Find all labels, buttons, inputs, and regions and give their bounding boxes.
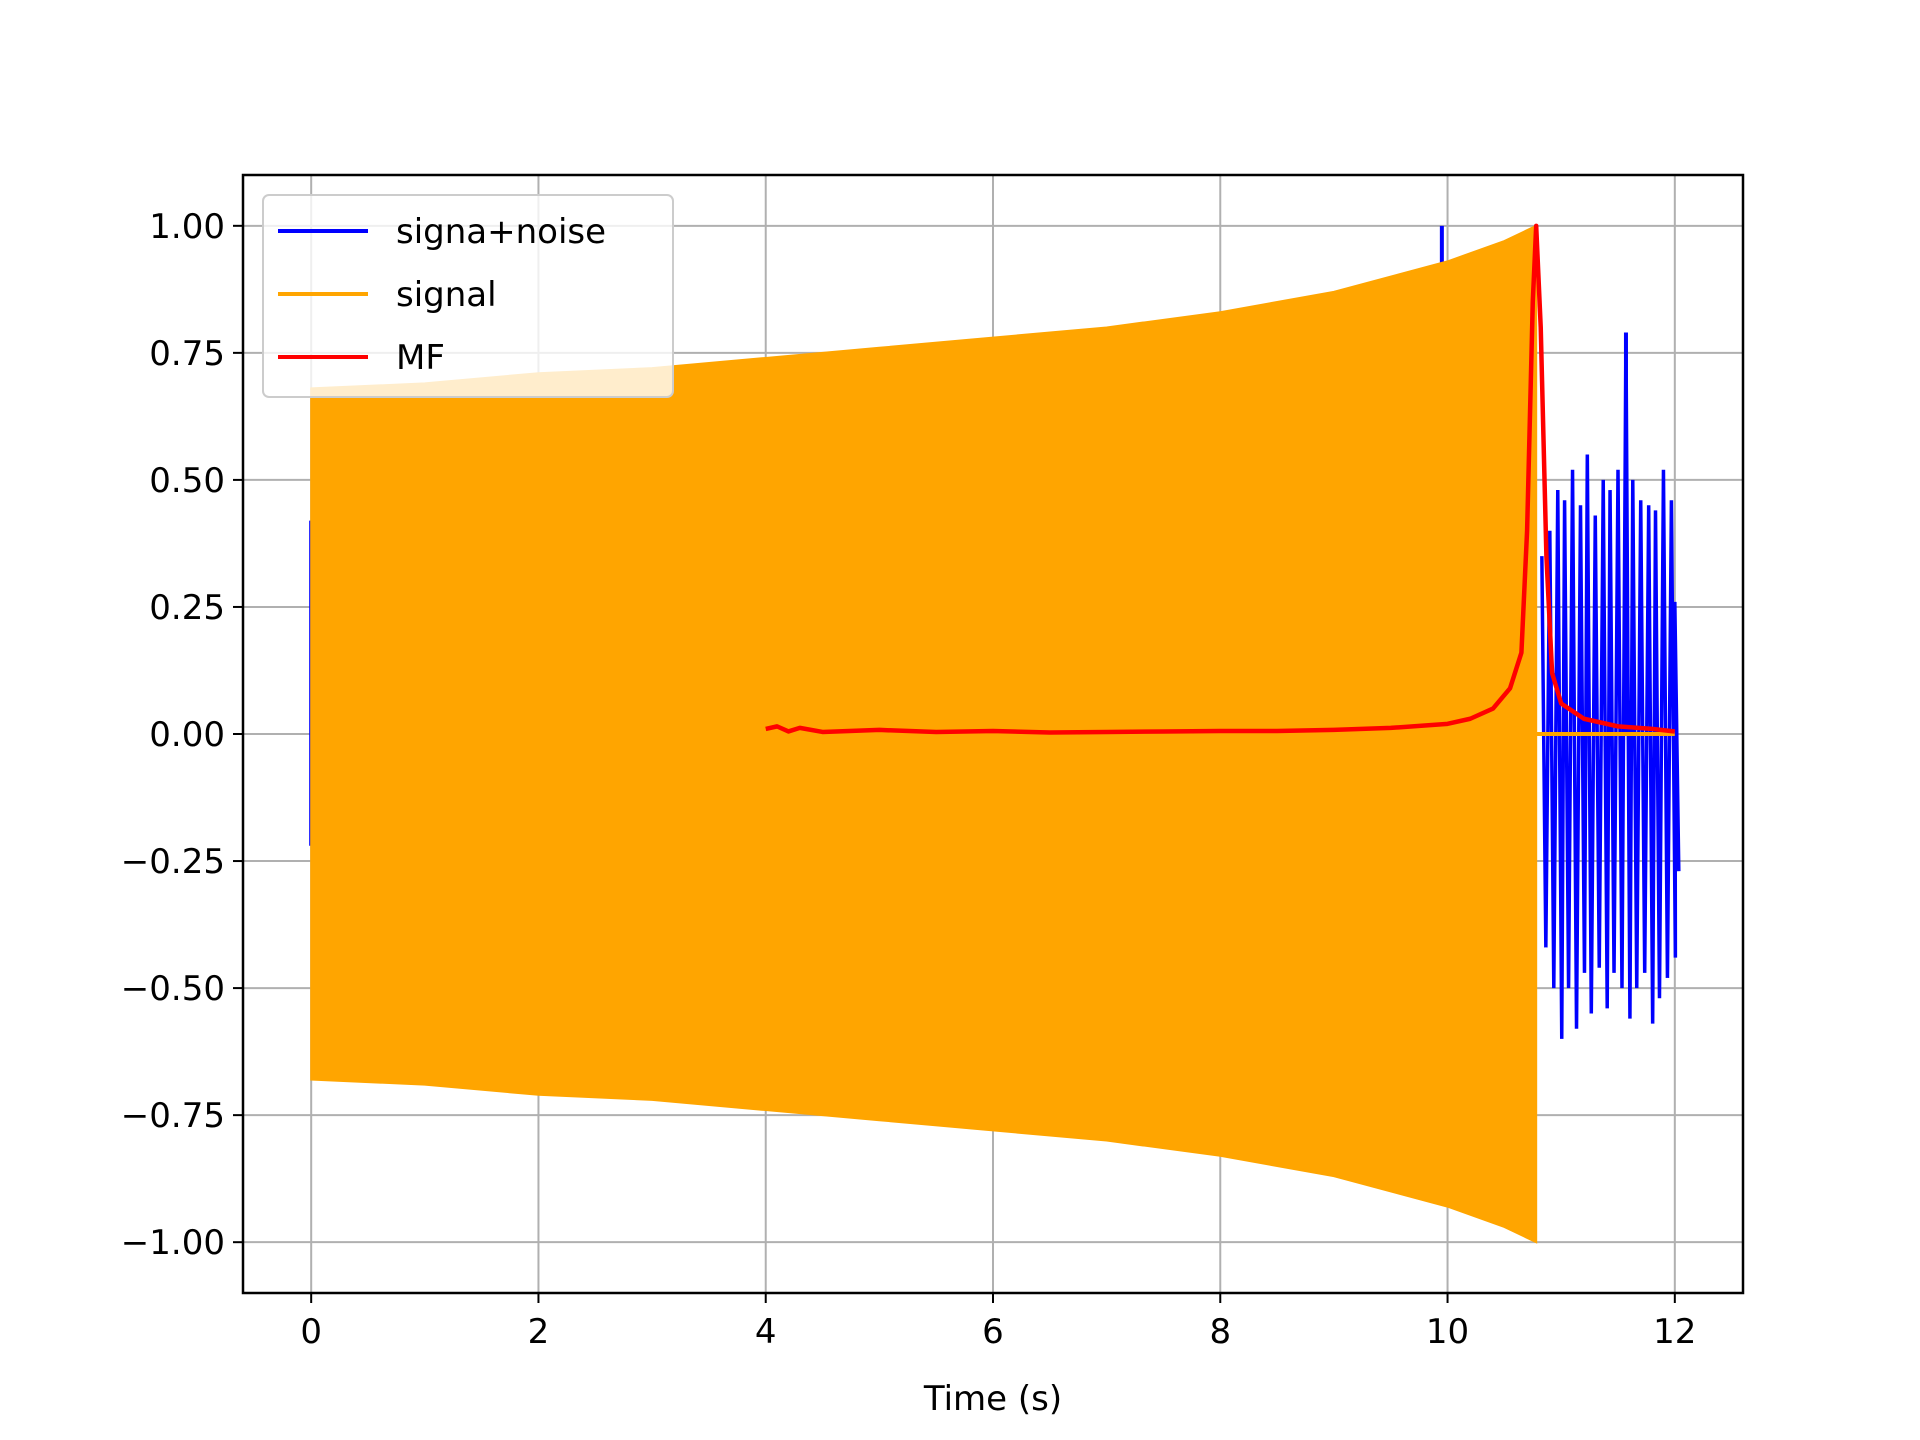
x-tick-label: 6 bbox=[982, 1312, 1004, 1352]
y-tick-label: 0.75 bbox=[149, 334, 225, 374]
y-tick-label: −0.50 bbox=[121, 969, 225, 1009]
axis-ticks: 0 2 4 6 8 10 12 1.00 0.75 0.50 0.25 0.00 −0.25 −0.50 −… bbox=[121, 207, 1697, 1352]
x-tick-label: 4 bbox=[755, 1312, 777, 1352]
legend-label-mf: MF bbox=[396, 338, 445, 378]
y-tick-label: −1.00 bbox=[121, 1223, 225, 1263]
y-tick-label: −0.25 bbox=[121, 842, 225, 882]
mf-line bbox=[765, 223, 1676, 735]
signal-envelope bbox=[310, 224, 1538, 1244]
legend-label-signal-noise: signa+noise bbox=[396, 212, 606, 252]
y-tick-label: −0.75 bbox=[121, 1096, 225, 1136]
y-tick-label: 0.00 bbox=[149, 715, 225, 755]
x-tick-label: 2 bbox=[528, 1312, 550, 1352]
y-tick-label: 0.50 bbox=[149, 461, 225, 501]
y-tick-label: 1.00 bbox=[149, 207, 225, 247]
legend-box bbox=[262, 194, 674, 398]
y-tick-label: 0.25 bbox=[149, 588, 225, 628]
x-axis-label: Time (s) bbox=[923, 1379, 1062, 1419]
x-tick-label: 12 bbox=[1653, 1312, 1696, 1352]
x-tick-label: 10 bbox=[1426, 1312, 1469, 1352]
x-tick-label: 8 bbox=[1209, 1312, 1231, 1352]
x-tick-label: 0 bbox=[300, 1312, 322, 1352]
legend: signa+noise signal MF bbox=[262, 194, 674, 398]
plot-data bbox=[309, 223, 1681, 1244]
signal-noise-trace bbox=[1540, 332, 1681, 1039]
legend-label-signal: signal bbox=[396, 275, 497, 315]
